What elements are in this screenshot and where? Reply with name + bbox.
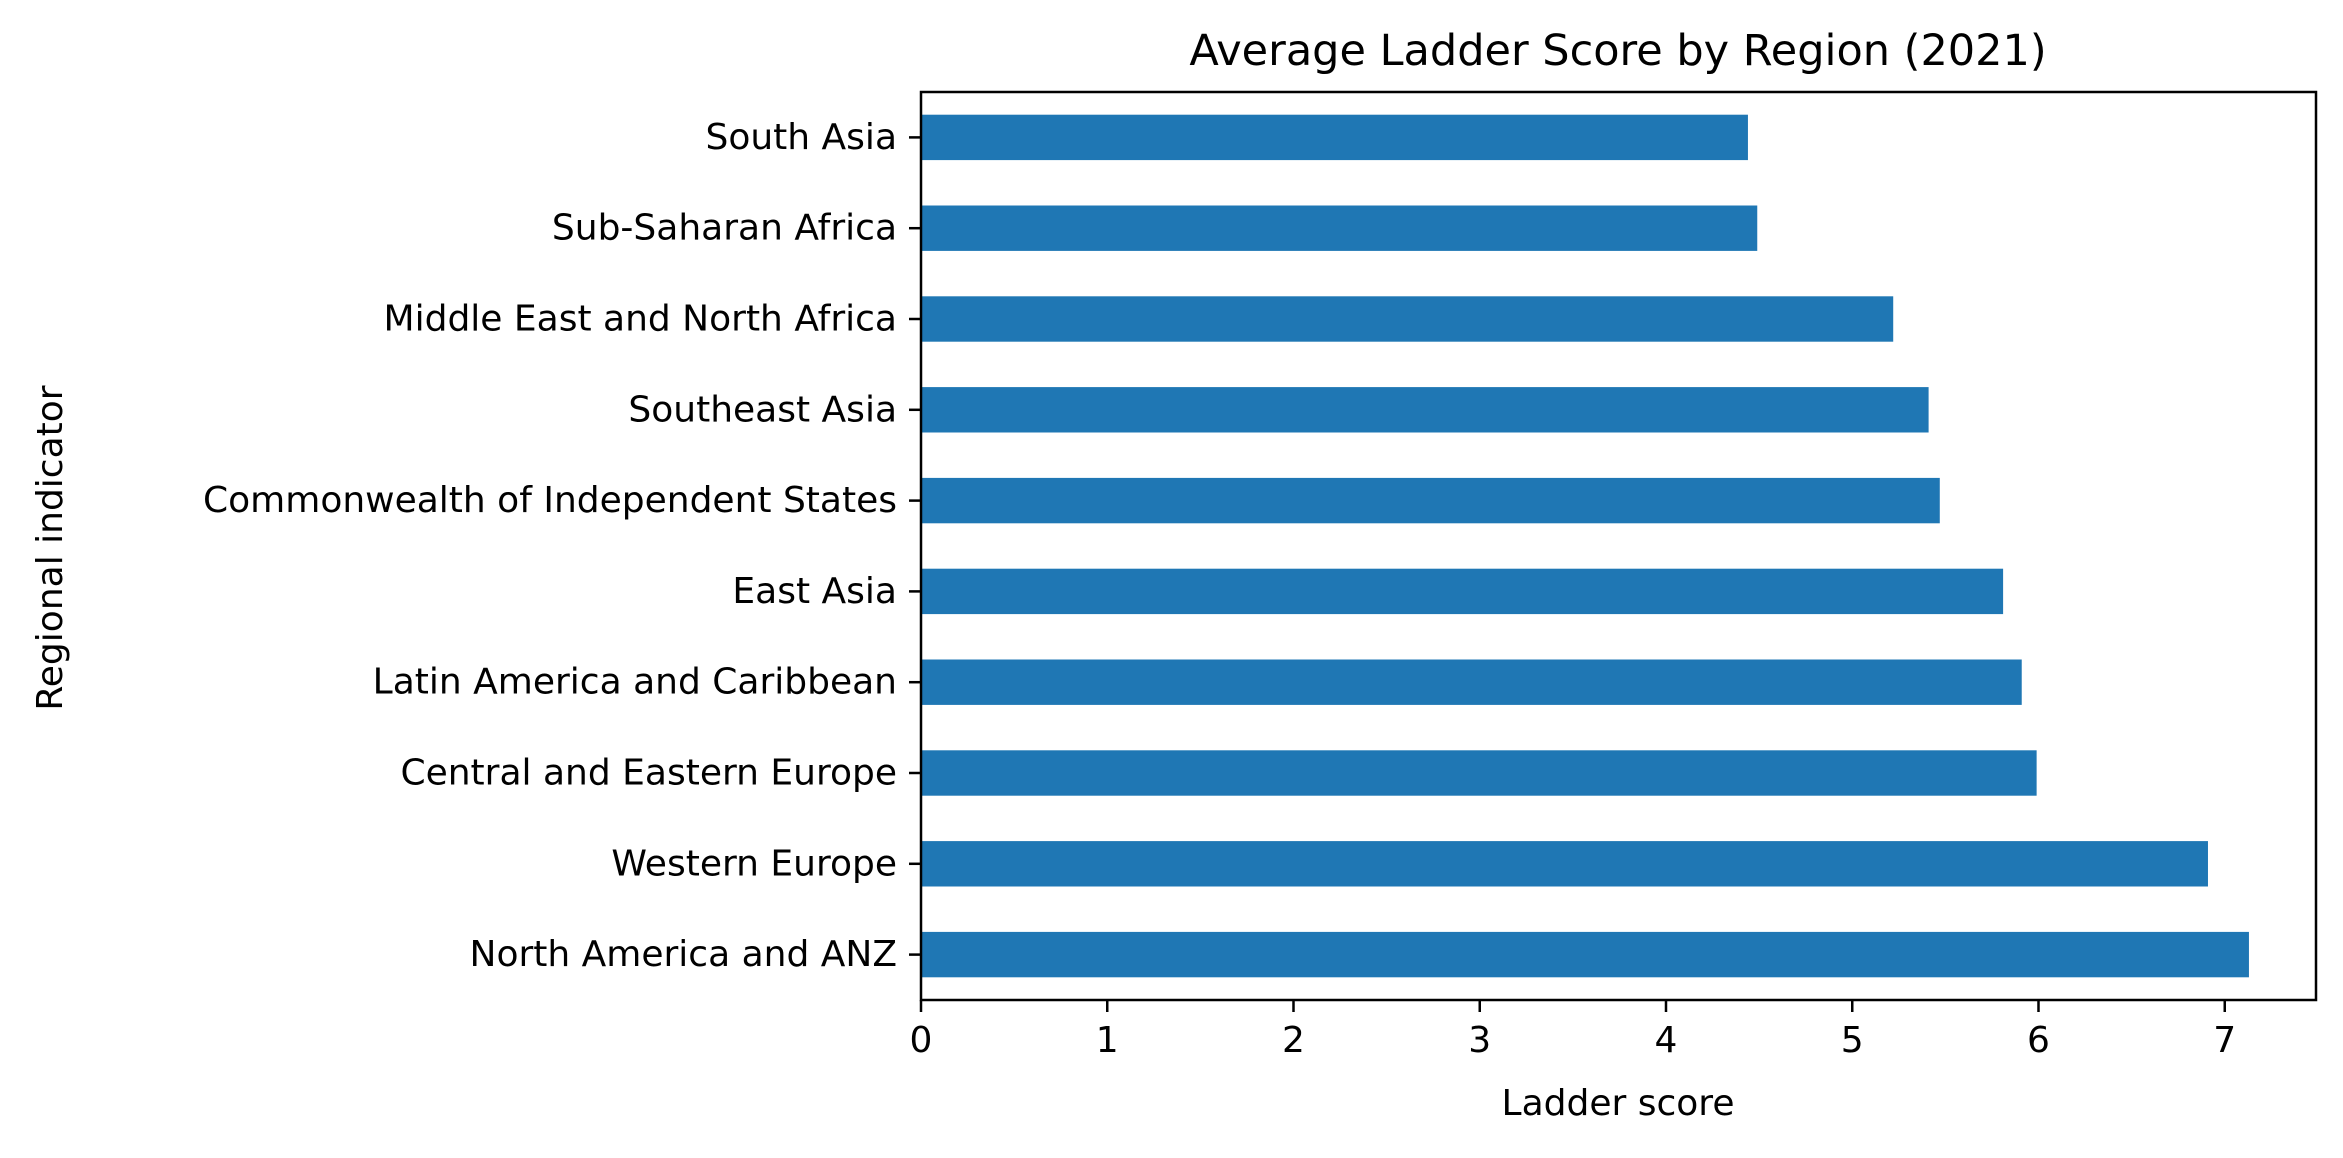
y-tick-label: Central and Eastern Europe [400,753,897,794]
bar-south-asia [921,114,1748,161]
bar-commonwealth-of-independent-states [921,477,1940,524]
y-tick-label: East Asia [732,571,897,612]
x-tick-label: 3 [1468,1020,1491,1061]
bar-latin-america-and-caribbean [921,659,2022,705]
y-tick-label: Commonwealth of Independent States [203,480,897,521]
chart-title: Average Ladder Score by Region (2021) [1189,26,2046,76]
bar-north-america-and-anz [921,931,2249,978]
y-tick-label: Western Europe [611,843,897,884]
x-tick-label: 5 [1841,1020,1864,1061]
y-tick-label: North America and ANZ [470,934,897,975]
bar-southeast-asia [921,387,1929,433]
y-tick-label: Middle East and North Africa [384,299,897,340]
bar-central-and-eastern-europe [921,750,2037,796]
y-tick-label: Sub-Saharan Africa [552,208,897,249]
x-axis-title: Ladder score [1502,1083,1735,1124]
bars-layer [921,114,2249,978]
x-tick-label: 1 [1096,1020,1119,1061]
y-tick-label: Southeast Asia [628,389,897,430]
x-tick-label: 0 [910,1020,933,1061]
x-tick-label: 7 [2213,1020,2236,1061]
x-axis-ticks: 0 1 2 3 4 5 6 7 [910,1000,2236,1061]
x-tick-label: 4 [1655,1020,1678,1061]
plot-frame [919,90,2318,1002]
bar-middle-east-and-north-africa [921,296,1894,342]
bar-east-asia [921,568,2004,615]
y-axis-title: Regional indicator [30,385,71,710]
y-axis-ticks: South Asia Sub-Saharan Africa Middle East … [203,117,921,975]
y-tick-label: Latin America and Caribbean [373,662,897,703]
y-tick-label: South Asia [705,117,897,158]
x-tick-label: 6 [2027,1020,2050,1061]
bar-sub-saharan-africa [921,205,1758,251]
x-tick-label: 2 [1282,1020,1305,1061]
bar-western-europe [921,841,2208,887]
